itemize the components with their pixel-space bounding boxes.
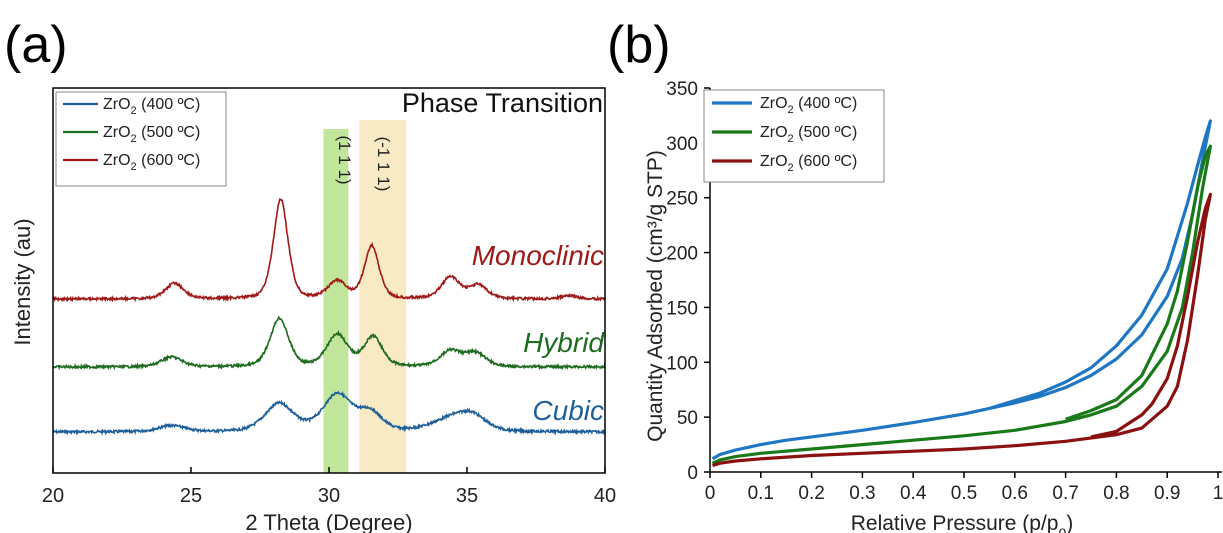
panel-b-x-tick-label: 0.9 [1154, 483, 1180, 504]
xrd-series-line [52, 315, 606, 371]
panel-b-y-tick-label: 0 [687, 463, 698, 484]
panel-b-x-tick-label: 0.3 [849, 483, 875, 504]
panel-b-x-tick-label: 1 [1213, 483, 1223, 504]
isotherm-series-line [711, 144, 1212, 465]
panel-b-y-label: Quantity Adsorbed (cm³/g STP) [644, 150, 667, 442]
panel-b-y-tick-label: 200 [666, 244, 698, 265]
isotherm-series-group [711, 119, 1212, 467]
band-111 [323, 129, 349, 473]
legend-b-entry: ZrO2 (400 ºC) [760, 95, 857, 116]
monoclinic-label: Monoclinic [472, 240, 604, 271]
panel-b-y-tick-label: 350 [666, 79, 698, 100]
xrd-series-line [52, 390, 606, 436]
cubic-label: Cubic [532, 395, 604, 426]
isotherm-series-line [712, 192, 1212, 467]
panel-a-x-tick-label: 40 [594, 485, 616, 507]
panel-b-y-tick-label: 50 [677, 408, 698, 429]
panel-a-legend-box [55, 91, 227, 187]
panel-b-x-tick-label: 0.7 [1052, 483, 1078, 504]
band-111-label: (1 1 1) [335, 135, 354, 184]
panel-b-x-tick-label: 0.1 [748, 483, 774, 504]
legend-b-entry: ZrO2 (600 ºC) [760, 153, 857, 174]
panel-a: (a) 20 25 30 35 40 (1 1 1) (-1 1 1) Phase Tr… [4, 16, 616, 533]
panel-b-x-tick-label: 0.5 [951, 483, 977, 504]
panel-b-y-tick-label: 100 [666, 353, 698, 374]
panel-b-y-tick-label: 250 [666, 189, 698, 210]
panel-b-x-tick-label: 0.4 [900, 483, 927, 504]
panel-b-ticks: 0 0.1 0.2 0.3 0.4 0.5 0.6 0.7 0.8 0.9 1 0 50 100 150 20… [666, 79, 1223, 504]
panel-b-x-tick-label: 0.8 [1103, 483, 1129, 504]
panel-a-label: (a) [4, 16, 68, 74]
panel-b: (b) 0 0.1 0.2 0.3 0.4 0.5 0.6 0.7 0.8 0.9 1 0 50 100 1… [607, 16, 1223, 533]
panel-b-y-tick-label: 150 [666, 298, 698, 319]
panel-b-x-tick-label: 0.6 [1002, 483, 1028, 504]
legend-a-entry: ZrO2 (600 ºC) [103, 152, 200, 173]
panel-a-x-tick-label: 35 [456, 485, 478, 507]
xrd-series-line [52, 197, 606, 303]
panel-b-x-label: Relative Pressure (p/po) [851, 512, 1074, 533]
isotherm-series-line [711, 119, 1212, 461]
panel-a-legend: ZrO2 (400 ºC) ZrO2 (500 ºC) ZrO2 (600 ºC) [55, 91, 227, 187]
panel-a-x-label: 2 Theta (Degree) [245, 510, 412, 533]
legend-a-entry: ZrO2 (500 ºC) [103, 124, 200, 145]
panel-b-label: (b) [607, 16, 671, 74]
panel-a-x-tick-label: 30 [318, 485, 340, 507]
legend-a-entry: ZrO2 (400 ºC) [103, 96, 200, 117]
panel-a-x-tick-label: 20 [42, 485, 64, 507]
panel-b-x-tick-label: 0.2 [798, 483, 824, 504]
panel-b-x-tick-label: 0 [705, 483, 716, 504]
legend-b-entry: ZrO2 (500 ºC) [760, 124, 857, 145]
panel-a-y-label: Intensity (au) [10, 218, 35, 345]
xrd-series-group [52, 197, 606, 436]
band-minus111-label: (-1 1 1) [374, 137, 393, 192]
panel-a-x-ticks: 20 25 30 35 40 [42, 467, 616, 507]
panel-b-legend: ZrO2 (400 ºC) ZrO2 (500 ºC) ZrO2 (600 ºC) [703, 89, 885, 183]
panel-a-x-tick-label: 25 [180, 485, 202, 507]
panel-b-y-tick-label: 300 [666, 134, 698, 155]
panel-b-legend-box [703, 89, 885, 183]
hybrid-label: Hybrid [523, 327, 605, 358]
phase-transition-header: Phase Transition [402, 88, 603, 118]
